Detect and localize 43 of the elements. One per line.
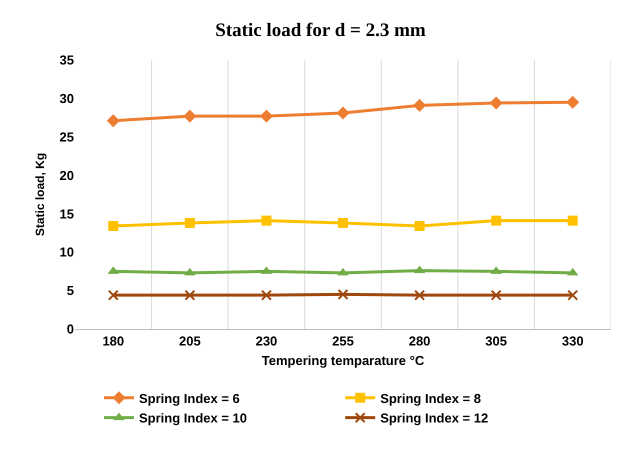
x-tick-label: 230 <box>256 334 278 349</box>
x-tick-label: 330 <box>562 334 584 349</box>
legend-label: Spring Index = 10 <box>139 410 248 426</box>
point <box>108 221 118 232</box>
point <box>106 114 120 128</box>
x-tick-label: 255 <box>332 334 354 349</box>
point <box>336 106 350 120</box>
point <box>183 110 196 123</box>
y-axis-title: Static load, Kg <box>32 152 47 236</box>
point <box>568 216 578 226</box>
point <box>414 221 425 232</box>
y-tick-label: 30 <box>60 90 74 106</box>
x-tick-label: 305 <box>485 334 507 349</box>
x-tick-label: 205 <box>179 334 201 349</box>
point <box>413 98 426 112</box>
legend-label: Spring Index = 12 <box>380 410 488 426</box>
point <box>490 290 502 301</box>
point <box>490 96 503 110</box>
y-tick-label: 0 <box>66 322 74 337</box>
point <box>261 216 272 226</box>
point <box>108 290 119 301</box>
chart-title: Static load for d = 2.3 mm <box>215 20 426 41</box>
x-tick-label: 280 <box>408 334 430 349</box>
y-tick-label: 25 <box>60 129 74 144</box>
legend-label: Spring Index = 8 <box>380 390 481 406</box>
x-axis-title: Tempering temparature °C <box>262 353 425 368</box>
point <box>260 110 273 123</box>
point <box>414 290 426 301</box>
point <box>184 290 196 301</box>
point <box>260 290 272 301</box>
y-tick-label: 10 <box>60 244 74 260</box>
point <box>338 218 348 228</box>
y-tick-label: 5 <box>66 283 74 298</box>
x-tick-label: 180 <box>102 334 124 349</box>
legend-label: Spring Index = 6 <box>139 390 240 406</box>
point <box>567 290 578 301</box>
point <box>491 216 502 226</box>
point <box>338 288 348 300</box>
point <box>184 218 195 228</box>
point <box>566 96 580 109</box>
y-tick-label: 35 <box>60 52 74 68</box>
y-tick-label: 15 <box>60 206 74 222</box>
y-tick-label: 20 <box>60 168 74 183</box>
